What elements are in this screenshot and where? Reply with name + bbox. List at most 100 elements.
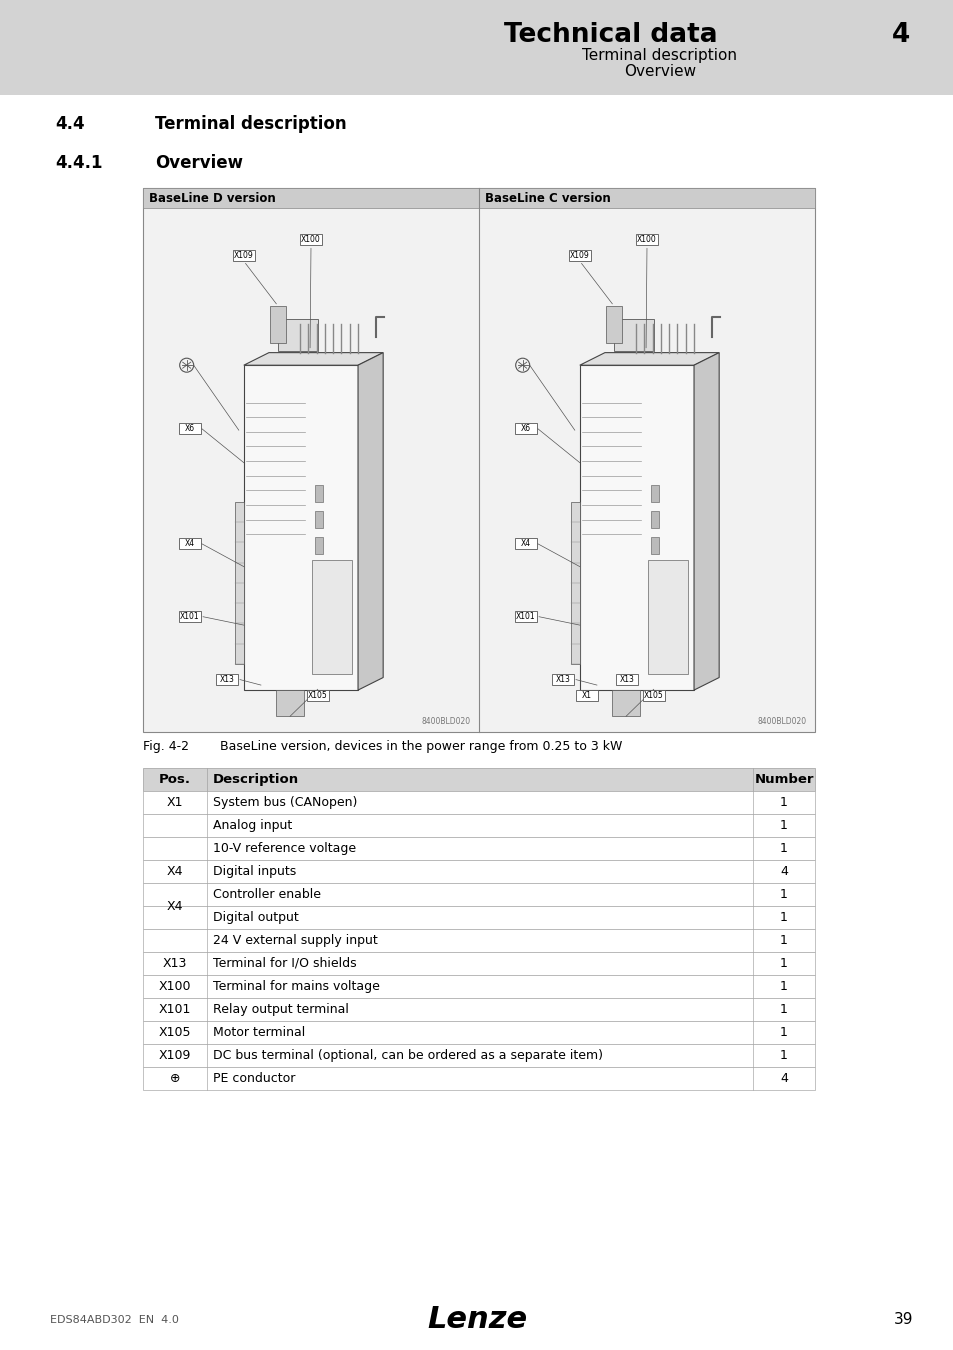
Text: Controller enable: Controller enable xyxy=(213,888,320,900)
Text: BaseLine C version: BaseLine C version xyxy=(484,192,610,204)
Text: EDS84ABD302  EN  4.0: EDS84ABD302 EN 4.0 xyxy=(50,1315,179,1324)
Text: Digital inputs: Digital inputs xyxy=(213,865,295,878)
Bar xyxy=(143,188,814,732)
Text: BaseLine D version: BaseLine D version xyxy=(149,192,275,204)
Bar xyxy=(234,502,244,664)
Text: Number: Number xyxy=(754,774,813,786)
Text: X109: X109 xyxy=(158,1049,191,1062)
Bar xyxy=(605,306,621,343)
Bar xyxy=(314,512,322,528)
Text: X105: X105 xyxy=(643,691,663,699)
Text: 1: 1 xyxy=(780,819,787,832)
Text: X109: X109 xyxy=(233,251,253,259)
Bar xyxy=(277,319,317,351)
Text: X100: X100 xyxy=(158,980,191,994)
Text: 4: 4 xyxy=(891,22,909,49)
Bar xyxy=(179,423,201,433)
Text: X4: X4 xyxy=(167,865,183,878)
Bar xyxy=(314,486,322,502)
Bar xyxy=(648,560,688,674)
Bar xyxy=(179,537,201,549)
Bar xyxy=(244,366,357,690)
Bar xyxy=(552,674,574,684)
Bar xyxy=(143,906,814,929)
Bar xyxy=(143,791,814,814)
Bar xyxy=(579,366,694,690)
Polygon shape xyxy=(579,352,719,366)
Bar xyxy=(143,188,478,208)
Bar xyxy=(575,690,597,701)
Text: BaseLine version, devices in the power range from 0.25 to 3 kW: BaseLine version, devices in the power r… xyxy=(220,740,621,753)
Bar xyxy=(143,1044,814,1066)
Bar xyxy=(143,814,814,837)
Text: Overview: Overview xyxy=(623,63,696,80)
Text: 1: 1 xyxy=(780,911,787,923)
Text: 10-V reference voltage: 10-V reference voltage xyxy=(213,842,355,855)
Bar xyxy=(314,537,322,554)
Text: 4: 4 xyxy=(780,865,787,878)
Bar xyxy=(636,234,658,244)
Bar xyxy=(143,883,814,906)
Text: X1: X1 xyxy=(581,691,591,699)
Text: Digital output: Digital output xyxy=(213,911,298,923)
Text: X100: X100 xyxy=(637,235,657,244)
Bar xyxy=(143,837,814,860)
Bar xyxy=(478,188,814,208)
Bar xyxy=(143,929,814,952)
Text: X109: X109 xyxy=(569,251,589,259)
Text: 4.4: 4.4 xyxy=(55,115,85,134)
Text: X100: X100 xyxy=(301,235,320,244)
Text: X13: X13 xyxy=(618,675,634,684)
Text: X4: X4 xyxy=(185,539,195,548)
Bar xyxy=(299,234,322,244)
Text: Terminal description: Terminal description xyxy=(154,115,346,134)
Text: X105: X105 xyxy=(308,691,327,699)
Text: Terminal for mains voltage: Terminal for mains voltage xyxy=(213,980,379,994)
Text: Terminal description: Terminal description xyxy=(582,49,737,63)
Text: 1: 1 xyxy=(780,842,787,855)
Bar xyxy=(650,486,658,502)
Text: DC bus terminal (optional, can be ordered as a separate item): DC bus terminal (optional, can be ordere… xyxy=(213,1049,602,1062)
Bar xyxy=(275,690,304,717)
Bar xyxy=(614,319,654,351)
Text: X105: X105 xyxy=(158,1026,191,1040)
Text: X101: X101 xyxy=(516,612,536,621)
Bar xyxy=(616,674,638,684)
Text: 8400BLD020: 8400BLD020 xyxy=(421,717,471,726)
Bar xyxy=(650,537,658,554)
Bar xyxy=(642,690,664,701)
Bar xyxy=(143,768,814,791)
Bar xyxy=(143,1021,814,1044)
Text: Fig. 4-2: Fig. 4-2 xyxy=(143,740,189,753)
Text: X1: X1 xyxy=(167,796,183,809)
Bar xyxy=(515,423,537,433)
Text: 1: 1 xyxy=(780,1026,787,1040)
Text: X101: X101 xyxy=(158,1003,191,1017)
Text: 24 V external supply input: 24 V external supply input xyxy=(213,934,377,946)
Bar xyxy=(568,250,590,261)
Text: Motor terminal: Motor terminal xyxy=(213,1026,305,1040)
Text: X13: X13 xyxy=(219,675,234,684)
Bar xyxy=(307,690,329,701)
Bar xyxy=(270,306,286,343)
Text: X101: X101 xyxy=(180,612,199,621)
Text: 1: 1 xyxy=(780,888,787,900)
Bar xyxy=(143,998,814,1021)
Text: X13: X13 xyxy=(163,957,187,971)
Text: 1: 1 xyxy=(780,934,787,946)
Text: ⊕: ⊕ xyxy=(170,1072,180,1085)
Bar xyxy=(0,0,953,95)
Text: X6: X6 xyxy=(185,424,195,432)
Polygon shape xyxy=(244,352,383,366)
Text: 1: 1 xyxy=(780,980,787,994)
Text: Technical data: Technical data xyxy=(504,22,718,49)
Text: 4: 4 xyxy=(780,1072,787,1085)
Text: Analog input: Analog input xyxy=(213,819,292,832)
Text: PE conductor: PE conductor xyxy=(213,1072,294,1085)
Text: X4: X4 xyxy=(167,899,183,913)
Text: 1: 1 xyxy=(780,1049,787,1062)
Bar xyxy=(233,250,254,261)
Bar xyxy=(515,537,537,549)
Text: 1: 1 xyxy=(780,1003,787,1017)
Text: Overview: Overview xyxy=(154,154,243,171)
